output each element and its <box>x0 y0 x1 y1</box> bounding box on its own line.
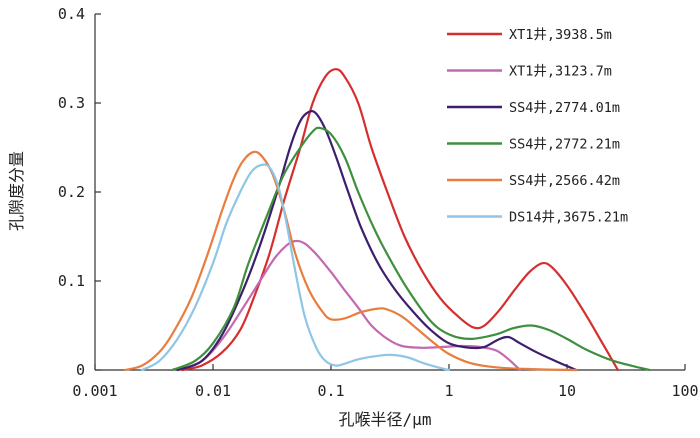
legend: XT1井,3938.5m XT1井,3123.7m SS4井,2774.01m SS4… <box>447 27 628 226</box>
y-tick-label: 0.3 <box>58 94 85 112</box>
series-line-2 <box>176 239 522 372</box>
legend-label: XT1井,3938.5m <box>509 27 612 43</box>
x-axis-label: 孔喉半径/μm <box>339 410 432 429</box>
axes: 0.001 0.01 0.1 1 10 100 0 0.1 0.2 0.3 0.4 <box>58 5 699 400</box>
x-tick-label: 0.1 <box>317 382 344 400</box>
y-tick-label: 0.1 <box>58 272 85 290</box>
series-line-5 <box>124 150 578 372</box>
series-line-6 <box>140 163 451 372</box>
series-line-1 <box>181 68 619 372</box>
legend-label: XT1井,3123.7m <box>509 64 612 80</box>
y-tick-label: 0.4 <box>58 5 85 23</box>
series-lines <box>124 68 651 372</box>
legend-label: DS14井,3675.21m <box>509 210 628 226</box>
x-tick-label: 100 <box>671 382 698 400</box>
legend-label: SS4井,2566.42m <box>509 173 620 189</box>
x-tick-label: 10 <box>558 382 576 400</box>
series-line-4 <box>171 126 651 372</box>
x-tick-label: 0.001 <box>72 382 117 400</box>
series-line-3 <box>176 110 578 372</box>
legend-label: SS4井,2774.01m <box>509 100 620 116</box>
legend-label: SS4井,2772.21m <box>509 137 620 153</box>
y-tick-label: 0.2 <box>58 183 85 201</box>
y-axis-label: 孔隙度分量 <box>7 151 26 231</box>
y-tick-label: 0 <box>76 361 85 379</box>
x-tick-label: 1 <box>444 382 453 400</box>
x-tick-label: 0.01 <box>195 382 231 400</box>
